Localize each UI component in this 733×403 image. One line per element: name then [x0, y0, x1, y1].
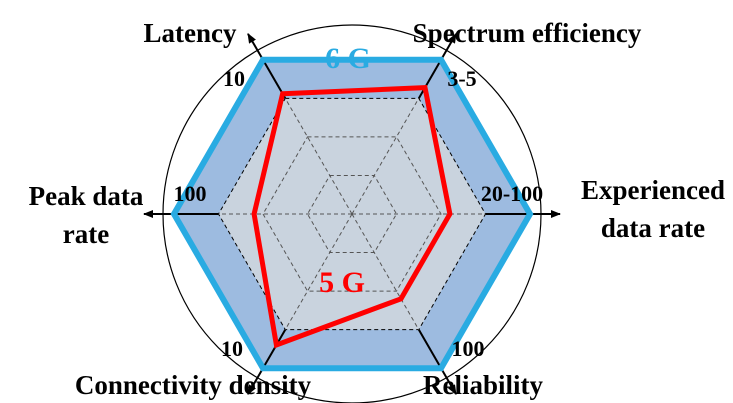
axis-label-connectivity-density: Connectivity density: [75, 370, 312, 400]
tick-label-experienced-data-rate: 20-100: [481, 181, 543, 206]
series-label-5g: 5 G: [319, 266, 365, 299]
series-5g-outline: [251, 85, 453, 349]
tick-label-latency: 10: [223, 66, 245, 91]
tick-label-connectivity-density: 10: [221, 336, 243, 361]
series-6g-outline: [170, 56, 534, 372]
axis-label-reliability: Reliability: [423, 370, 543, 400]
axis-latency-arrow: [247, 33, 287, 99]
axis-connectivity-density-arrow: [247, 329, 287, 395]
axis-label-peak-data-rate: Peak data rate: [29, 181, 144, 249]
axis-label-latency: Latency: [144, 18, 237, 48]
axis-label-spectrum-efficiency: Spectrum efficiency: [413, 18, 642, 48]
tick-label-peak-data-rate: 100: [174, 181, 207, 206]
series-label-6g: 6 G: [325, 42, 371, 75]
grid-ring-2: [262, 136, 442, 292]
axis-reliability-arrow: [417, 329, 457, 395]
tick-label-spectrum-efficiency: 3-5: [447, 66, 476, 91]
tick-label-reliability: 100: [452, 336, 485, 361]
axis-label-experienced-data-rate: Experienced data rate: [581, 175, 725, 243]
